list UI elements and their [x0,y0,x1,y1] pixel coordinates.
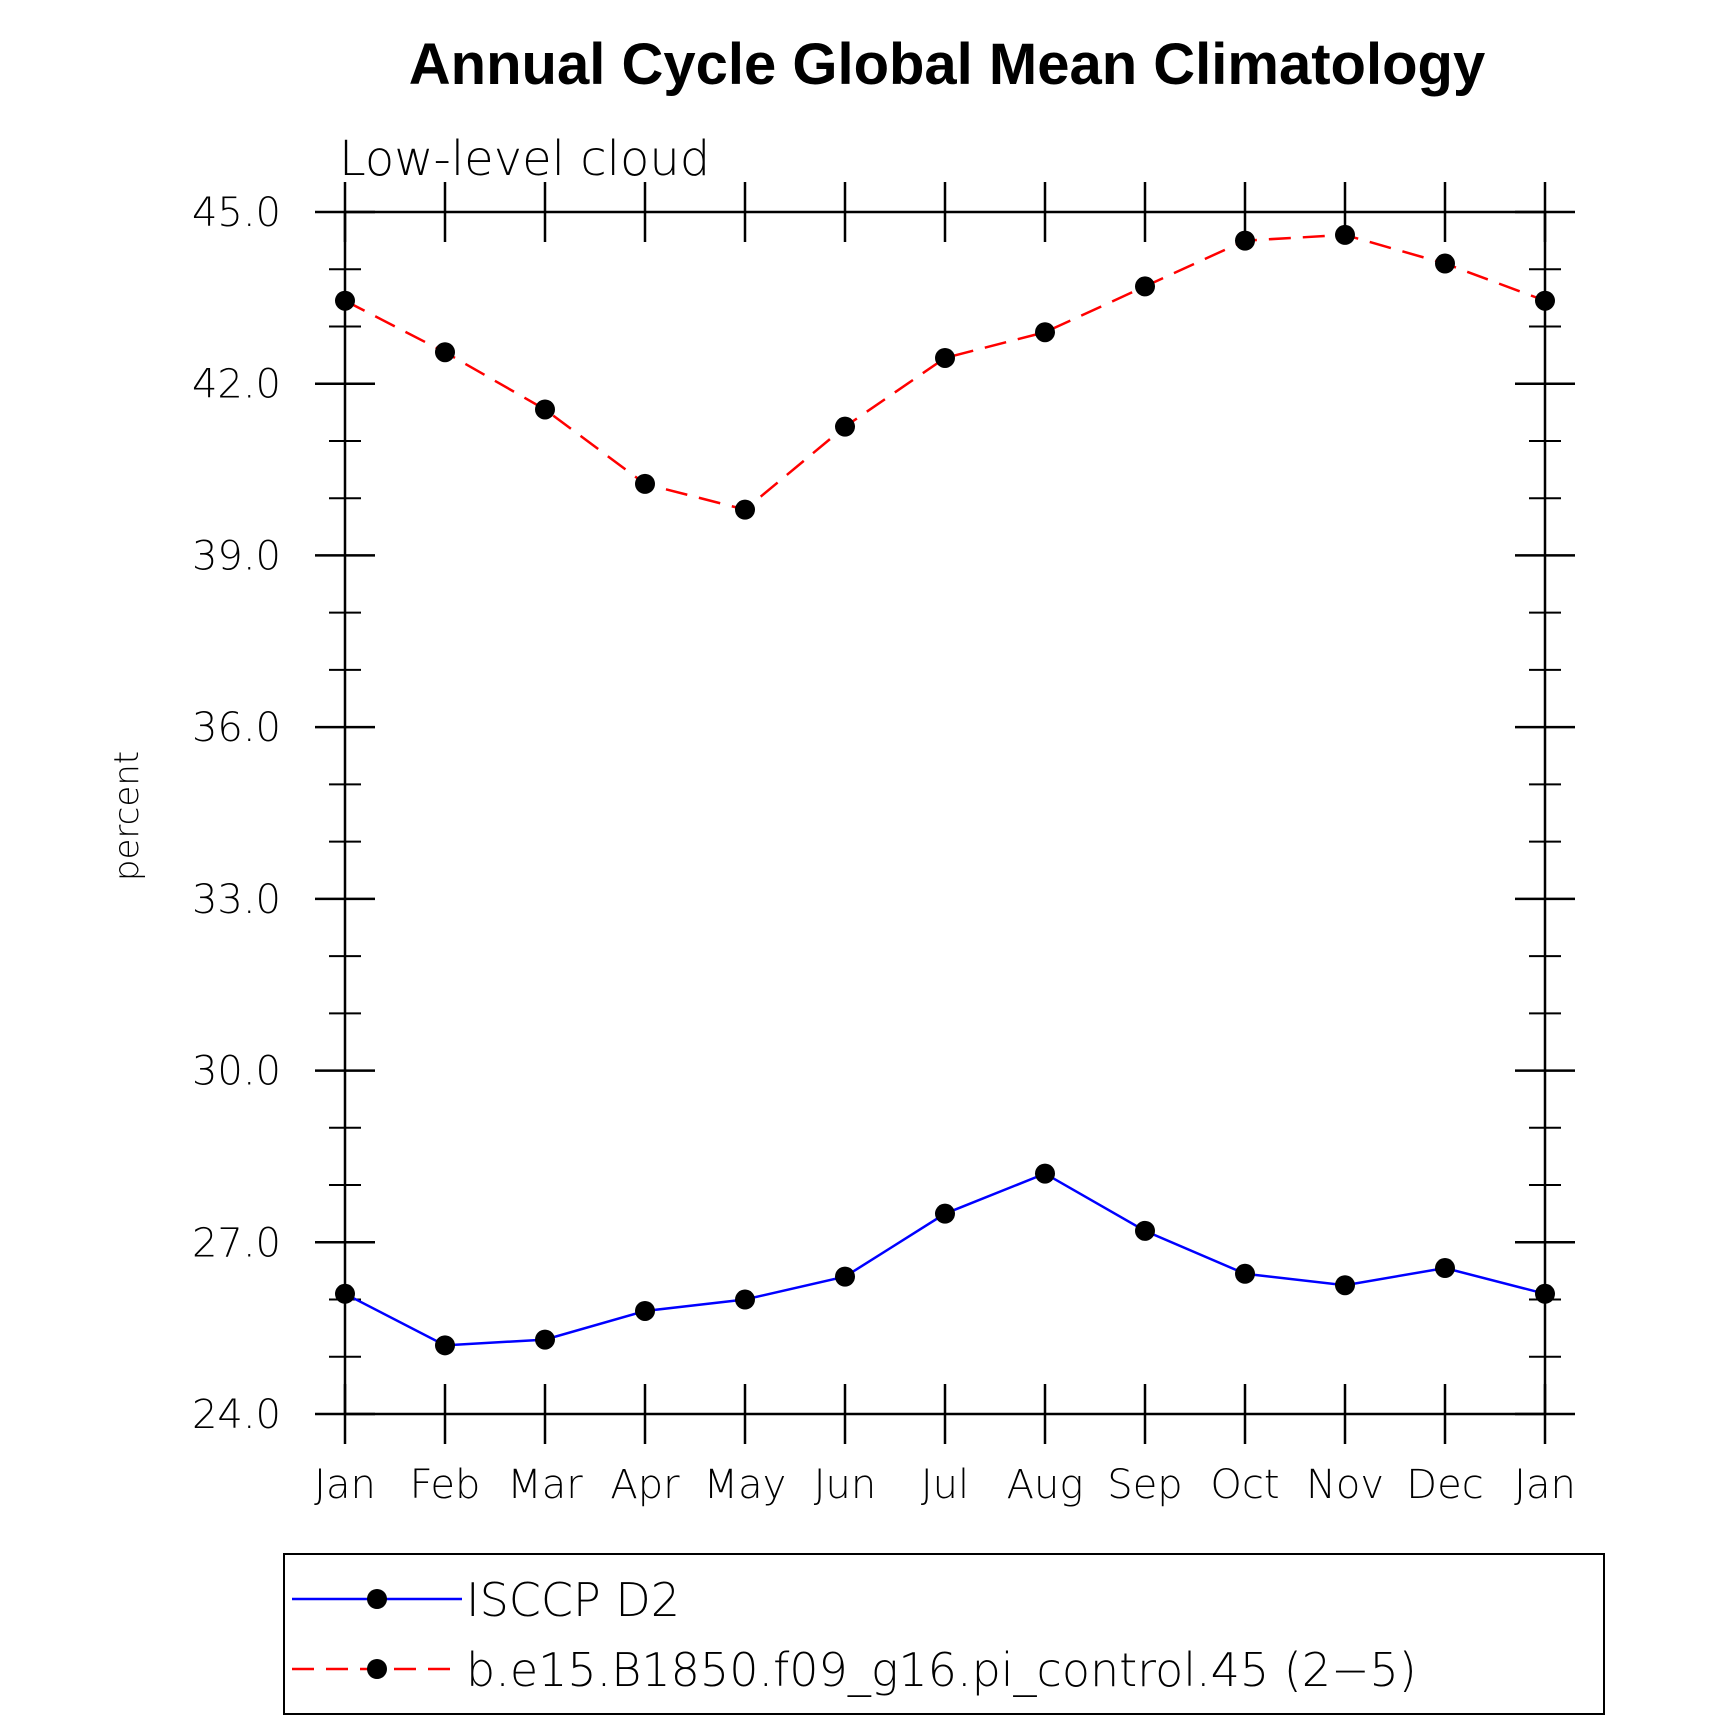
y-axis-label: percent [107,751,147,881]
data-point [1335,224,1355,245]
data-point [335,290,355,311]
x-tick-label: Sep [1107,1462,1182,1508]
legend-marker [367,1589,387,1609]
data-point [935,347,955,368]
legend-label: b.e15.B1850.f09_g16.pi_control.45 (2−5) [466,1643,1417,1697]
data-point [335,1283,355,1304]
x-tick-label: Jan [1514,1462,1576,1508]
data-point [1435,253,1455,274]
y-tick-label: 39.0 [192,533,281,579]
axis-ticks: Jan Feb Mar Apr May Jun Jul Aug Sep Oct Nov Dec Jan 2… [192,182,1576,1508]
data-point [435,342,455,363]
chart-title: Annual Cycle Global Mean Climatology [409,32,1485,97]
y-tick-label: 30.0 [192,1049,281,1095]
y-tick-label: 24.0 [192,1392,281,1438]
y-tick-label: 33.0 [192,877,281,923]
series-line [344,233,1546,512]
y-tick-label: 45.0 [192,190,281,236]
legend: ISCCP D2 b.e15.B1850.f09_g16.pi_control.4… [283,1553,1605,1715]
data-point [1535,1283,1555,1304]
data-point [535,399,555,420]
x-tick-label: Apr [610,1462,680,1508]
data-point [635,1300,655,1321]
x-tick-label: Oct [1210,1462,1279,1508]
data-point [635,473,655,494]
x-tick-label: Dec [1406,1462,1483,1508]
data-point [735,1289,755,1310]
data-point [1535,290,1555,311]
y-tick-label: 27.0 [192,1220,281,1266]
legend-label: ISCCP D2 [466,1573,680,1627]
data-point [835,1266,855,1287]
x-tick-label: Jun [814,1462,877,1508]
x-tick-label: Aug [1007,1462,1084,1508]
data-point [1135,276,1155,297]
x-tick-label: Feb [410,1462,481,1508]
data-point [1035,322,1055,343]
data-point [535,1329,555,1350]
y-tick-label: 36.0 [192,705,281,751]
legend-marker [367,1659,387,1679]
data-point [435,1335,455,1356]
series-layer [335,224,1555,1356]
x-tick-label: Jul [921,1462,969,1508]
data-point [1035,1163,1055,1184]
x-tick-label: Nov [1306,1462,1384,1508]
data-point [1135,1220,1155,1241]
data-point [1435,1258,1455,1279]
plot-frame [343,210,1547,1416]
data-point [835,416,855,437]
data-point [1335,1275,1355,1296]
data-point [935,1203,955,1224]
x-tick-label: Jan [314,1462,376,1508]
data-point [1235,230,1255,251]
data-point [1235,1263,1255,1284]
x-tick-label: May [704,1462,787,1508]
y-tick-label: 42.0 [192,362,281,408]
data-point [735,499,755,520]
chart-subtitle: Low-level cloud [339,131,710,187]
legend-box [283,1553,1605,1715]
series-line [344,1172,1546,1347]
x-tick-label: Mar [507,1462,583,1508]
